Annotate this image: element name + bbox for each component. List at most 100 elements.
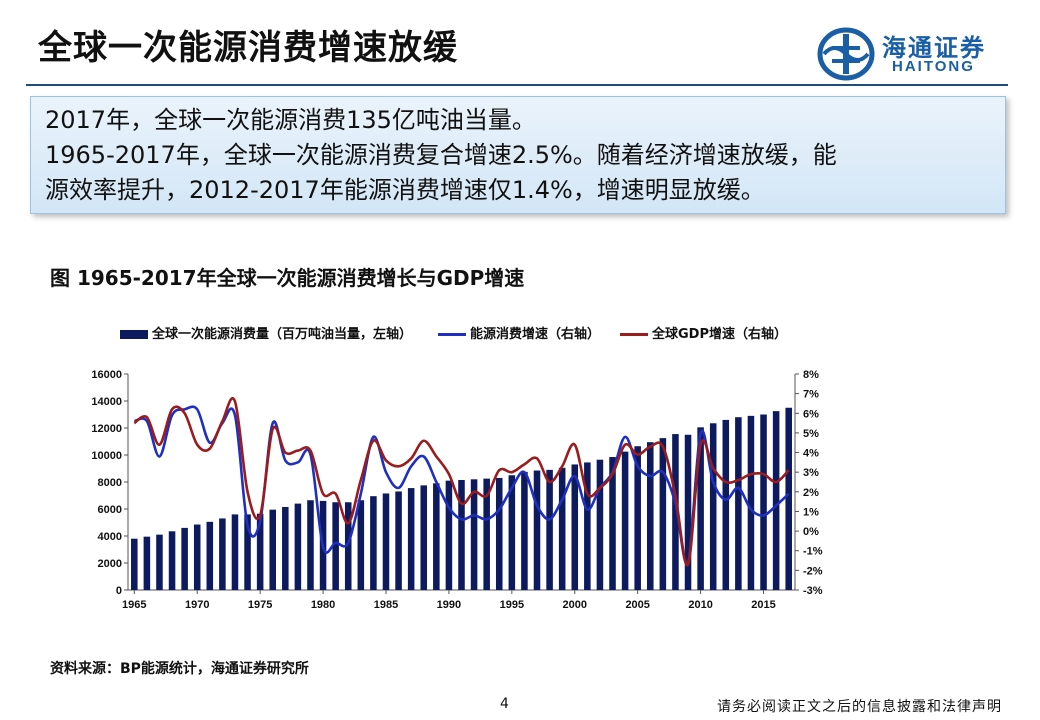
legend-item-gdp-growth: 全球GDP增速（右轴） <box>620 323 787 342</box>
consumption-bar <box>584 462 591 590</box>
consumption-bar <box>256 513 264 590</box>
x-tick-label: 1980 <box>311 599 335 611</box>
consumption-bar <box>395 491 402 590</box>
consumption-bar <box>760 414 767 590</box>
right-tick-label: -1% <box>803 546 823 558</box>
left-tick-label: 6000 <box>98 504 122 516</box>
summary-line-1: 2017年，全球一次能源消费135亿吨油当量。 <box>45 106 536 134</box>
consumption-bar <box>445 480 453 590</box>
legend-item-energy-growth: 能源消费增速（右轴） <box>438 323 600 342</box>
consumption-bar <box>508 475 516 590</box>
right-tick-label: 5% <box>803 428 819 440</box>
left-tick-label: 8000 <box>98 477 122 489</box>
legend-item-consumption: 全球一次能源消费量（百万吨油当量，左轴） <box>120 323 412 342</box>
legend-swatch-blue-line <box>438 333 466 336</box>
consumption-bar <box>785 407 792 590</box>
consumption-bar <box>282 506 289 590</box>
right-tick-label: 1% <box>803 506 819 518</box>
legend-swatch-bar <box>120 330 148 339</box>
summary-line-2: 1965-2017年，全球一次能源消费复合增速2.5%。随着经济增速放缓，能 <box>45 141 837 169</box>
consumption-bar <box>219 518 226 590</box>
consumption-bar <box>697 427 704 590</box>
left-tick-label: 2000 <box>98 558 122 570</box>
right-tick-label: 8% <box>803 369 819 381</box>
consumption-bar <box>357 500 365 590</box>
left-tick-label: 10000 <box>91 450 122 462</box>
logo-text-cn: 海通证券 <box>882 34 986 62</box>
consumption-bar <box>596 459 604 590</box>
consumption-bar <box>168 531 176 590</box>
haitong-logo: 海通证券 HAITONG <box>816 26 1016 82</box>
x-tick-label: 1990 <box>437 599 461 611</box>
left-tick-label: 4000 <box>98 531 122 543</box>
legend-label-energy-growth: 能源消费增速（右轴） <box>470 327 601 342</box>
consumption-bar <box>294 503 302 590</box>
consumption-bar <box>521 471 528 590</box>
x-tick-label: 2010 <box>688 599 712 611</box>
consumption-bar <box>621 451 629 590</box>
right-tick-label: 7% <box>803 389 819 401</box>
consumption-bar <box>382 493 390 590</box>
consumption-bar <box>433 483 440 590</box>
consumption-bar <box>533 470 541 590</box>
x-tick-label: 2000 <box>563 599 587 611</box>
logo-text-en: HAITONG <box>892 58 975 75</box>
consumption-bar <box>747 415 755 590</box>
consumption-bar <box>558 467 566 590</box>
left-tick-label: 0 <box>116 585 122 597</box>
consumption-bar <box>458 479 465 590</box>
consumption-bar <box>772 411 780 590</box>
x-tick-label: 2005 <box>625 599 649 611</box>
consumption-bar <box>709 423 717 590</box>
consumption-bar <box>131 538 138 590</box>
consumption-bar <box>659 438 667 590</box>
left-tick-label: 14000 <box>91 396 122 408</box>
consumption-bar <box>495 477 503 590</box>
consumption-bar <box>307 500 314 590</box>
x-tick-label: 2015 <box>751 599 775 611</box>
gdp-growth-line <box>133 397 790 567</box>
right-tick-label: 3% <box>803 467 819 479</box>
consumption-bar <box>269 509 276 590</box>
consumption-bar <box>735 417 742 590</box>
x-tick-label: 1975 <box>248 599 272 611</box>
consumption-bar <box>407 488 415 590</box>
page-number: 4 <box>500 696 509 712</box>
consumption-bar <box>647 442 654 590</box>
consumption-bar <box>231 514 239 590</box>
summary-line-3: 源效率提升，2012-2017年能源消费增速仅1.4%，增速明显放缓。 <box>45 176 765 204</box>
consumption-bar <box>470 479 478 590</box>
consumption-bar <box>332 502 339 590</box>
consumption-bar <box>420 485 428 590</box>
consumption-bar <box>344 502 352 590</box>
x-tick-label: 1965 <box>122 599 146 611</box>
right-tick-label: 2% <box>803 487 819 499</box>
consumption-bar <box>546 469 553 590</box>
legend-swatch-red-line <box>620 333 648 336</box>
consumption-bar <box>609 457 616 590</box>
right-tick-label: 0% <box>803 526 819 538</box>
title-divider <box>26 84 1008 86</box>
consumption-bar <box>156 534 163 590</box>
consumption-bar <box>143 536 151 590</box>
consumption-bar <box>206 521 214 590</box>
legend-label-consumption: 全球一次能源消费量（百万吨油当量，左轴） <box>152 327 413 342</box>
left-tick-label: 12000 <box>91 423 122 435</box>
chart-title: 图 1965-2017年全球一次能源消费增长与GDP增速 <box>50 266 525 290</box>
right-tick-label: 4% <box>803 448 819 460</box>
logo-emblem-icon <box>817 27 875 81</box>
x-tick-label: 1970 <box>185 599 209 611</box>
consumption-bar <box>483 478 490 590</box>
page-title: 全球一次能源消费增速放缓 <box>38 28 458 68</box>
consumption-bar <box>571 464 579 590</box>
right-tick-label: -3% <box>803 585 823 597</box>
consumption-bar <box>193 524 201 590</box>
x-tick-label: 1985 <box>374 599 398 611</box>
left-tick-label: 16000 <box>91 369 122 381</box>
disclaimer: 请务必阅读正文之后的信息披露和法律声明 <box>717 699 1002 715</box>
consumption-bar <box>244 514 251 590</box>
consumption-bar <box>181 527 188 590</box>
consumption-bar <box>634 446 641 590</box>
consumption-bar <box>684 434 692 590</box>
